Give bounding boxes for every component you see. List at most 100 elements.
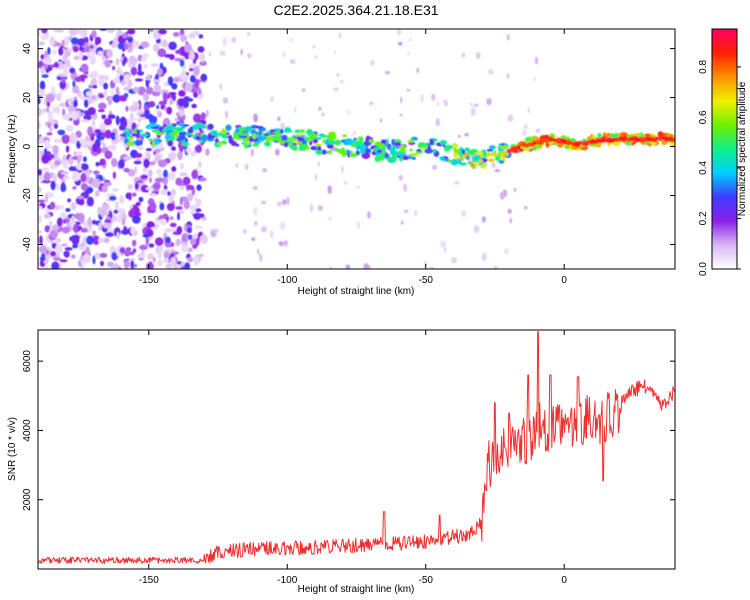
heatmap-cell xyxy=(471,150,479,153)
heatmap-cell xyxy=(189,126,193,132)
heatmap-cell xyxy=(339,79,345,84)
heatmap-cell xyxy=(171,166,177,172)
heatmap-cell xyxy=(147,138,154,141)
heatmap-cell xyxy=(112,77,121,84)
heatmap-cell xyxy=(175,177,183,186)
heatmap-cell xyxy=(294,134,301,137)
heatmap-cell xyxy=(134,102,140,109)
heatmap-cell xyxy=(157,48,167,58)
heatmap-cell xyxy=(115,57,120,66)
heatmap-cell xyxy=(536,139,541,144)
heatmap-cell xyxy=(253,140,261,144)
heatmap-cell xyxy=(114,200,119,211)
snr-y-tick-label: 4000 xyxy=(22,419,33,442)
heatmap-cell xyxy=(107,114,116,120)
heatmap-cell xyxy=(116,214,123,223)
heatmap-cell xyxy=(189,75,196,83)
heatmap-cell xyxy=(253,113,259,123)
heatmap-cell xyxy=(58,47,64,56)
heatmap-cell xyxy=(111,187,119,192)
heatmap-cell xyxy=(343,150,347,156)
heatmap-cell xyxy=(298,141,303,147)
heatmap-cell xyxy=(279,221,286,231)
heatmap-cell xyxy=(110,263,119,269)
heatmap-cell xyxy=(73,151,77,156)
heatmap-cell xyxy=(165,263,173,269)
heatmap-cell xyxy=(555,140,563,144)
heatmap-cell xyxy=(142,168,148,172)
spectrogram-x-tick-label: -150 xyxy=(139,275,159,286)
heatmap-cell xyxy=(88,183,94,188)
heatmap-cell xyxy=(181,141,190,146)
heatmap-cell xyxy=(242,135,248,139)
heatmap-cell xyxy=(175,206,183,210)
heatmap-cell xyxy=(92,178,101,189)
heatmap-cell xyxy=(280,122,285,130)
heatmap-cell xyxy=(200,73,208,82)
heatmap-cell xyxy=(157,252,162,259)
heatmap-cell xyxy=(261,225,267,233)
heatmap-cell xyxy=(252,133,257,140)
heatmap-cell xyxy=(157,246,164,254)
heatmap-cell xyxy=(70,37,79,45)
heatmap-cell xyxy=(399,113,403,117)
heatmap-cell xyxy=(398,174,404,181)
heatmap-cell xyxy=(301,88,306,93)
heatmap-cell xyxy=(90,134,95,142)
heatmap-cell xyxy=(343,180,348,185)
spectrogram-plot-frame xyxy=(37,28,676,270)
heatmap-cell xyxy=(139,133,149,137)
heatmap-cell xyxy=(62,161,69,169)
heatmap-cell xyxy=(125,130,132,138)
colorbar-tick-label: 0.4 xyxy=(698,161,709,175)
heatmap-cell xyxy=(128,56,138,65)
heatmap-cell xyxy=(314,55,319,60)
heatmap-cell xyxy=(142,174,148,179)
heatmap-cell xyxy=(47,111,53,120)
heatmap-cell xyxy=(453,181,460,185)
heatmap-cell xyxy=(63,36,70,46)
heatmap-cell xyxy=(128,192,132,201)
heatmap-cell xyxy=(49,36,56,46)
heatmap-cell xyxy=(246,31,251,37)
heatmap-cell xyxy=(177,150,183,161)
heatmap-cell xyxy=(416,148,422,152)
heatmap-cell xyxy=(142,53,150,58)
heatmap-cell xyxy=(97,109,105,113)
heatmap-cell xyxy=(142,91,150,102)
heatmap-cell xyxy=(252,143,260,147)
heatmap-cell xyxy=(315,149,323,155)
heatmap-cell xyxy=(97,237,105,243)
heatmap-cell xyxy=(222,97,229,104)
heatmap-cell xyxy=(135,201,141,207)
heatmap-cell xyxy=(309,203,314,213)
heatmap-cell xyxy=(289,59,296,65)
heatmap-cell xyxy=(127,29,136,35)
heatmap-cell xyxy=(98,78,106,87)
heatmap-cell xyxy=(380,139,387,145)
heatmap-cell xyxy=(79,138,88,145)
heatmap-cell xyxy=(181,56,186,61)
heatmap-cell xyxy=(158,29,167,35)
heatmap-cell xyxy=(38,88,45,94)
heatmap-cell xyxy=(281,134,288,142)
heatmap-cell xyxy=(38,120,41,130)
heatmap-cell xyxy=(443,146,451,152)
heatmap-cell xyxy=(38,29,42,32)
heatmap-cell xyxy=(432,164,438,170)
heatmap-cell xyxy=(83,41,88,52)
heatmap-cell xyxy=(535,128,541,133)
heatmap-cell xyxy=(68,29,78,36)
heatmap-cell xyxy=(94,129,101,134)
heatmap-cell xyxy=(140,41,150,49)
heatmap-cell xyxy=(267,135,272,142)
heatmap-cell xyxy=(250,137,260,142)
heatmap-cell xyxy=(104,75,109,82)
heatmap-cell xyxy=(170,256,176,267)
heatmap-cell xyxy=(52,49,57,55)
heatmap-cell xyxy=(132,40,140,49)
heatmap-cell xyxy=(213,228,219,234)
heatmap-cell xyxy=(334,139,342,146)
heatmap-cell xyxy=(107,98,113,106)
